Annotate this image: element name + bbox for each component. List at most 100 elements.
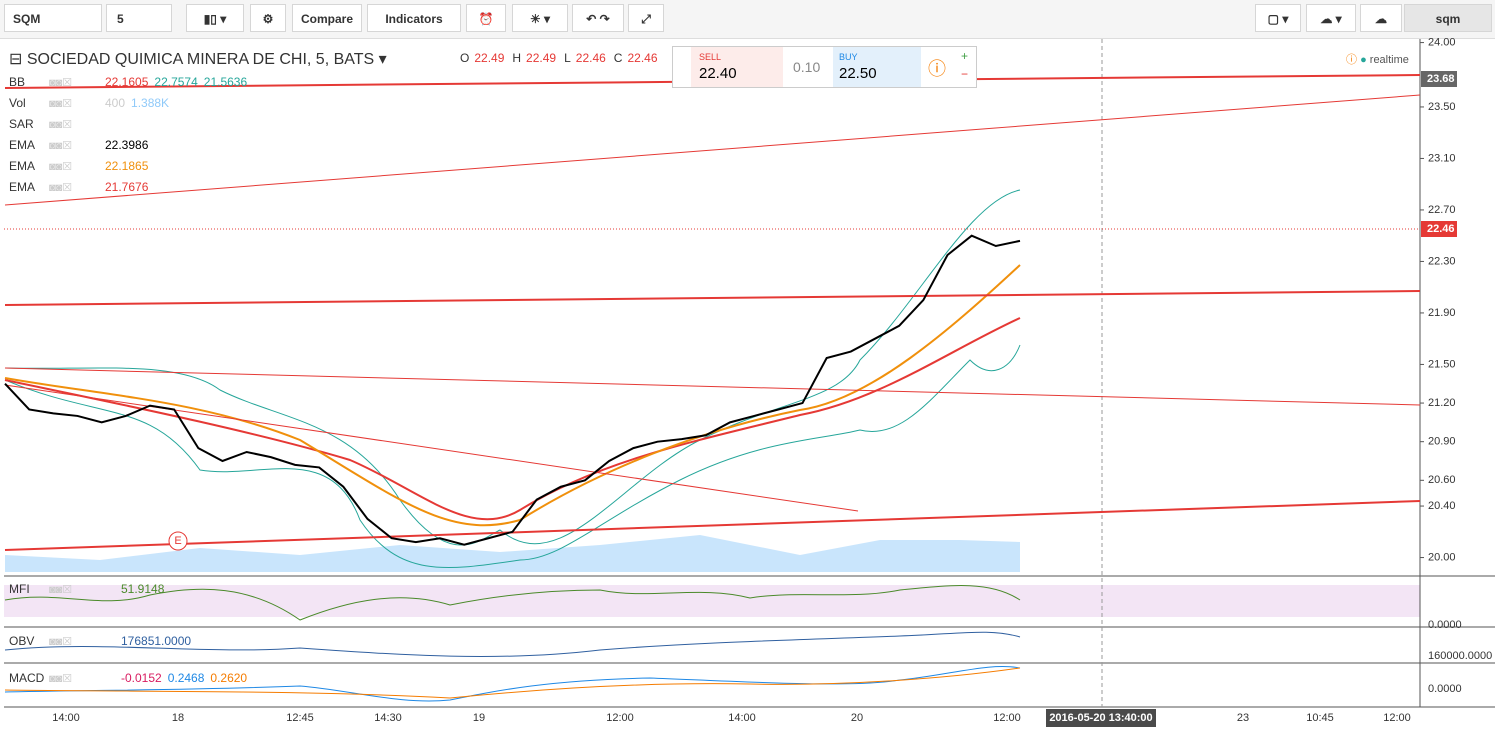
pane-icons: ◙◙☒ [49,673,73,685]
layout-name[interactable]: sqm [1404,4,1492,32]
earnings-marker[interactable] [168,531,188,551]
compare-button[interactable]: Compare [292,4,362,32]
fullscreen[interactable]: ⤢ [628,4,664,32]
indicator-icons: ◙◙☒ [49,182,73,194]
pane-value: 0.2468 [167,671,205,685]
lower-panes [4,585,1021,702]
ohlc-label: C [613,51,623,65]
y-tick-label: 22.30 [1428,255,1456,267]
ohlc-label: H [512,51,522,65]
y-tick-label: 24.00 [1428,36,1456,48]
plus[interactable]: + [961,49,969,63]
ema-slow [4,317,1021,521]
indicator-icons: ◙◙☒ [49,77,73,89]
panes [4,39,1495,708]
pane-value: 0.2620 [210,671,248,685]
y-tick-label: 20.40 [1428,500,1456,512]
ideas[interactable]: ☀ ▾ [512,4,568,32]
indicator-row: EMA ◙◙☒ 21.7676 [9,177,253,198]
x-tick-label: 12:45 [286,712,314,724]
status-dot: ● [1360,54,1367,66]
undo-redo[interactable]: ↶ ↷ [572,4,624,32]
load[interactable]: ☁ ▾ [1306,4,1356,32]
indicator-row: BB ◙◙☒ 22.1605 22.7574 21.5636 [9,72,253,93]
indicator-value: 22.1865 [105,159,149,173]
indicator-value: 400 [105,96,126,110]
x-tick-label: 12:00 [606,712,634,724]
ema-mid [4,264,1021,527]
chart-style[interactable]: ▮▯ ▾ [186,4,244,32]
trend-line [4,290,1421,306]
realtime-text: realtime [1369,54,1409,66]
indicator-icons: ◙◙☒ [49,98,73,110]
trend-line [4,500,1421,551]
trend-line [4,367,1421,406]
x-tick-label: 19 [473,712,485,724]
layout[interactable]: ▢ ▾ [1255,4,1301,32]
trend-line [4,94,1421,206]
sell-label: SELL [699,52,722,62]
x-tick-label: 12:00 [993,712,1021,724]
y-tick-label: 22.70 [1428,204,1456,216]
indicator-name: EMA [9,138,36,152]
pane-legend: MACD ◙◙☒ -0.0152 0.2468 0.2620 [9,671,253,685]
save[interactable]: ☁ [1360,4,1402,32]
indicator-name: SAR [9,117,34,131]
interval-select[interactable]: 5 [106,4,172,32]
trend-lines: E [4,74,1421,551]
toolbar: SQM 5 ▮▯ ▾ ⚙ Compare Indicators ⏰ ☀ ▾ ↶ … [0,0,1495,39]
pane-icons: ◙◙☒ [49,584,73,596]
indicator-value: 1.388K [131,96,170,110]
sell-box[interactable]: SELL 22.40 [691,47,783,87]
buy-price: 22.50 [839,65,877,82]
indicators-button[interactable]: Indicators [367,4,461,32]
sell-price: 22.40 [699,65,737,82]
warning-icon: ⓘ [1346,54,1357,66]
indicator-icons: ◙◙☒ [49,119,73,131]
indicator-value: 22.3986 [105,138,149,152]
volume-ma [5,535,1020,572]
indicator-name: EMA [9,180,36,194]
indicator-row: EMA ◙◙☒ 22.3986 [9,135,253,156]
earnings-letter: E [174,535,181,547]
price-label: 23.68 [1427,73,1455,85]
mfi-band [4,585,1420,617]
indicator-value: 21.7676 [105,180,149,194]
indicator-value: 22.1605 [105,75,149,89]
symbol-input[interactable]: SQM [4,4,102,32]
ohlc-value: 22.49 [526,51,557,65]
indicator-value: 22.7574 [154,75,198,89]
pane-legend: OBV ◙◙☒ 176851.0000 [9,634,197,648]
cursor-time-bg [1046,709,1156,727]
bollinger [4,189,1021,569]
x-tick-label: 14:30 [374,712,402,724]
mfi-line [4,585,1021,621]
main-pane [4,39,1420,576]
obv-line [4,631,1021,657]
price-label-bg [1421,221,1457,237]
indicator-name: BB [9,75,26,89]
x-tick-label: 20 [851,712,863,724]
pane-name: MFI [9,582,30,596]
alert[interactable]: ⏰ [466,4,506,32]
info-icon[interactable]: ⓘ [928,59,946,79]
indicator-name: EMA [9,159,36,173]
settings[interactable]: ⚙ [250,4,286,32]
macd-signal [4,667,1021,699]
pane-value: 51.9148 [121,582,165,596]
y-tick-label: 23.10 [1428,152,1456,164]
price-label: 22.46 [1427,223,1455,235]
pane-name: OBV [9,634,35,648]
ohlc-value: 22.46 [627,51,658,65]
buy-box[interactable]: BUY 22.50 [833,47,921,87]
pane-axis-label: 0.0000 [1428,683,1462,695]
y-tick-label: 20.60 [1428,474,1456,486]
minus[interactable]: − [961,67,969,81]
x-tick-label: 23 [1237,712,1249,724]
realtime-status: ⓘ ● realtime [1346,51,1409,67]
pane-icons: ◙◙☒ [49,636,73,648]
pane-axis-label: 160000.0000 [1428,650,1492,662]
indicator-row: EMA ◙◙☒ 22.1865 [9,156,253,177]
